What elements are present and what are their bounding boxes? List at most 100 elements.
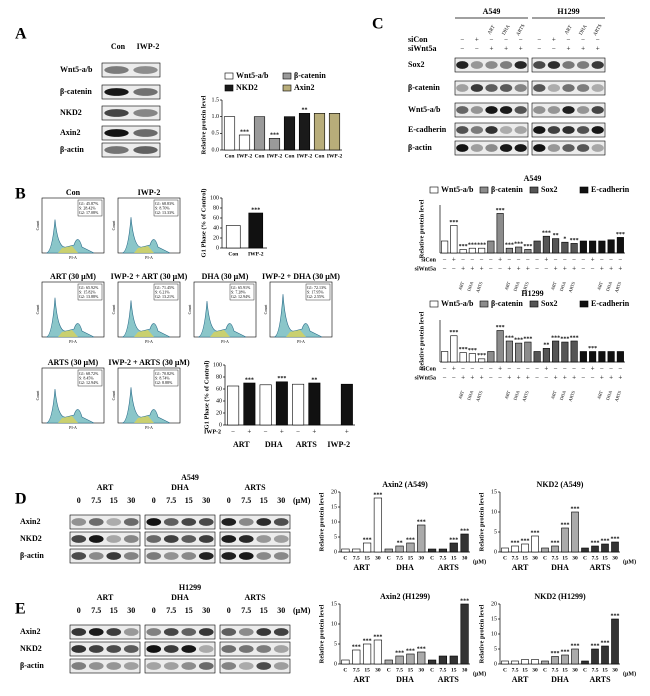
bar	[373, 639, 383, 665]
significance: ***	[523, 336, 532, 342]
chart-title: Axin2 (H1299)	[380, 592, 430, 601]
flow-s	[58, 330, 78, 337]
blot	[69, 531, 141, 547]
x-tick-label: Con	[255, 153, 265, 159]
blot-band	[221, 662, 237, 670]
blot-band	[273, 628, 289, 636]
significance: ***	[561, 522, 570, 528]
group-label: ARTS	[438, 563, 460, 572]
significance: **	[397, 540, 403, 546]
x-tick-label: 15	[364, 667, 370, 673]
bar	[227, 385, 240, 426]
sign: +	[517, 265, 521, 273]
dose-label: 15	[110, 496, 118, 505]
flow-ylabel: Count	[263, 304, 268, 315]
dose-label: 7.5	[241, 606, 251, 615]
bar	[417, 524, 426, 553]
bar	[487, 240, 495, 254]
flow-xlabel: PI-A	[69, 255, 77, 260]
sign: −	[231, 428, 235, 436]
x-tick-label: C	[503, 667, 507, 673]
legend-swatch	[282, 84, 292, 92]
drug-label: ARTS	[614, 390, 623, 403]
x-tick-label: 15	[602, 555, 608, 561]
blot-band	[470, 61, 484, 69]
significance: ***	[240, 129, 249, 135]
sign: −	[596, 36, 600, 44]
significance: ***	[611, 536, 620, 542]
drug-label: ART	[596, 390, 604, 400]
significance: ***	[505, 243, 514, 249]
blot	[454, 57, 529, 73]
unit-label: (μM)	[623, 558, 636, 565]
flow-stats-box	[77, 199, 103, 217]
sign: +	[470, 374, 474, 382]
bar	[601, 645, 609, 665]
y-axis-label: Relative protein level	[418, 199, 425, 258]
bar	[468, 353, 476, 363]
flow-stat: G2: 8.88%	[155, 380, 173, 385]
significance: **	[302, 108, 308, 114]
x-tick-label: IWP-2	[267, 153, 283, 159]
sign: −	[618, 365, 622, 373]
blot-band	[256, 552, 272, 560]
flow-xlabel: PI-A	[69, 425, 77, 430]
sign: +	[554, 374, 558, 382]
blot-band	[106, 645, 122, 653]
sign: −	[554, 256, 558, 264]
sign: −	[535, 256, 539, 264]
drug-label: ARTS	[244, 483, 266, 492]
bar	[395, 545, 404, 553]
blot-band	[485, 144, 498, 152]
protein-label: E-cadherin	[408, 125, 447, 134]
blot-band	[256, 518, 272, 526]
sign: +	[600, 265, 604, 273]
blot-band	[576, 126, 590, 134]
flow-stats-box	[229, 283, 255, 301]
significance: ***	[477, 243, 486, 249]
bar	[417, 651, 426, 665]
blot	[219, 548, 291, 564]
blot-band	[238, 628, 254, 636]
blot	[69, 641, 141, 657]
legend-label: Axin2	[294, 83, 314, 92]
bar	[598, 351, 606, 363]
bar	[581, 547, 589, 553]
blot-band	[123, 662, 139, 670]
significance: ***	[591, 540, 600, 546]
sign: −	[489, 265, 493, 273]
flow-xlabel: PI-A	[69, 339, 77, 344]
x-tick-label: C	[343, 555, 347, 561]
x-tick-label: C	[430, 555, 434, 561]
blot-band	[238, 645, 254, 653]
significance: ***	[373, 492, 382, 498]
bar	[298, 113, 311, 151]
x-tick-label: 7.5	[592, 555, 599, 561]
sign: −	[526, 365, 530, 373]
blot	[69, 514, 141, 530]
unit-label: (μM)	[293, 496, 311, 505]
blot-band	[146, 645, 162, 653]
flow-s	[134, 416, 154, 423]
blot-band	[71, 552, 87, 560]
y-tick-label: 0	[334, 661, 337, 667]
flow-s	[58, 246, 78, 253]
blot-band	[181, 518, 197, 526]
y-axis-label: Relative protein level	[200, 95, 207, 154]
group-label: IWP-2	[327, 440, 350, 449]
legend-swatch	[529, 300, 539, 308]
blot-band	[562, 144, 575, 152]
blot-band	[547, 144, 561, 152]
significance: ***	[560, 336, 569, 342]
blot-band	[273, 662, 289, 670]
blot-band	[514, 126, 527, 134]
sign: −	[517, 365, 521, 373]
sign: +	[618, 374, 622, 382]
bar	[243, 382, 256, 426]
x-tick-label: IWP-2	[237, 153, 253, 159]
sign: +	[552, 36, 556, 44]
blot-band	[133, 66, 158, 74]
bar	[268, 138, 281, 151]
significance: ***	[521, 538, 530, 544]
legend-label: Sox2	[541, 299, 557, 308]
